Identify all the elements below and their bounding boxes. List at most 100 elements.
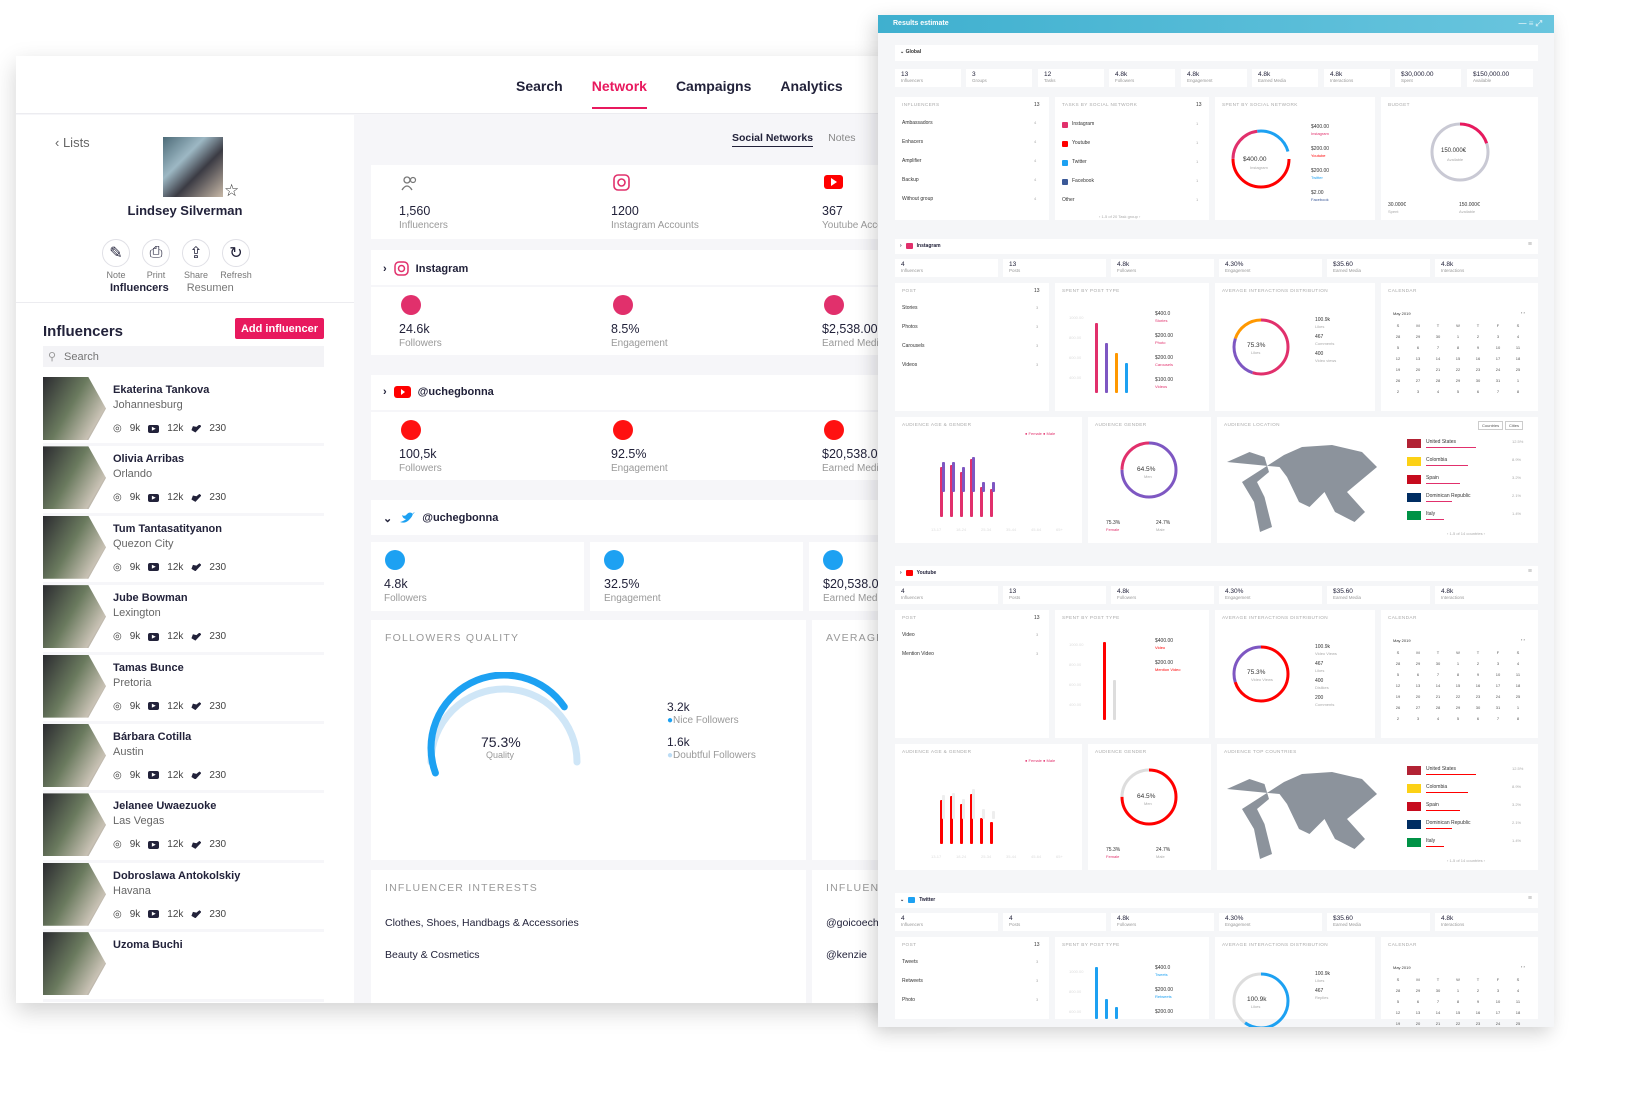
calendar-date[interactable]: 13 <box>1415 356 1421 361</box>
calendar-date[interactable]: 4 <box>1436 389 1440 394</box>
network-item[interactable]: Instagram <box>1072 121 1095 127</box>
calendar-date[interactable]: 27 <box>1415 378 1421 383</box>
tab-cities[interactable]: Cities <box>1505 421 1524 430</box>
tab-notes[interactable]: Notes <box>828 132 856 144</box>
ig-section-header[interactable]: › Instagram ≡ <box>895 239 1538 254</box>
calendar-date[interactable]: 8 <box>1456 345 1460 350</box>
calendar-date[interactable]: 17 <box>1495 683 1501 688</box>
group-item[interactable]: Without group <box>902 196 934 202</box>
calendar-date[interactable]: 26 <box>1395 705 1401 710</box>
calendar-date[interactable]: 17 <box>1495 1010 1501 1015</box>
calendar-date[interactable]: 12 <box>1395 1010 1401 1015</box>
list-item[interactable]: Tum Tantasatityanon Quezon City ◎ 9k ▶ 12k 230 <box>43 515 324 586</box>
calendar-date[interactable]: 6 <box>1476 389 1480 394</box>
calendar-date[interactable]: 27 <box>1415 705 1421 710</box>
list-item[interactable]: Bárbara Cotilla Austin ◎ 9k ▶ 12k 230 <box>43 723 324 794</box>
calendar-date[interactable]: 31 <box>1495 378 1501 383</box>
calendar-date[interactable]: 30 <box>1435 661 1441 666</box>
calendar-date[interactable]: 10 <box>1495 999 1501 1004</box>
calendar-date[interactable]: 3 <box>1496 334 1500 339</box>
list-item[interactable]: Dobroslawa Antokolskiy Havana ◎ 9k ▶ 12k 230 <box>43 862 324 933</box>
calendar-date[interactable]: 30 <box>1435 988 1441 993</box>
calendar-date[interactable]: 26 <box>1395 378 1401 383</box>
calendar-date[interactable]: 29 <box>1415 334 1421 339</box>
calendar-date[interactable]: 6 <box>1416 345 1420 350</box>
calendar-date[interactable]: 19 <box>1395 694 1401 699</box>
list-item[interactable]: Olivia Arribas Orlando ◎ 9k ▶ 12k 230 <box>43 446 324 516</box>
calendar-date[interactable]: 1 <box>1456 661 1460 666</box>
calendar-date[interactable]: 11 <box>1515 345 1521 350</box>
calendar-date[interactable]: 23 <box>1475 1021 1481 1026</box>
note-button[interactable]: ✎ Note <box>100 239 132 280</box>
calendar-date[interactable]: 8 <box>1516 389 1520 394</box>
calendar-date[interactable]: 10 <box>1495 345 1501 350</box>
calendar-date[interactable]: 2 <box>1476 334 1480 339</box>
instagram-header[interactable]: › Instagram <box>371 250 951 285</box>
calendar-nav[interactable]: ‹ › <box>1521 637 1525 642</box>
calendar-date[interactable]: 30 <box>1435 334 1441 339</box>
nav-tab-campaigns[interactable]: Campaigns <box>675 78 752 94</box>
calendar-date[interactable]: 24 <box>1495 367 1501 372</box>
calendar-date[interactable]: 25 <box>1515 1021 1521 1026</box>
calendar-date[interactable]: 1 <box>1456 988 1460 993</box>
calendar-date[interactable]: 5 <box>1396 672 1400 677</box>
calendar-date[interactable]: 20 <box>1415 367 1421 372</box>
calendar-date[interactable]: 4 <box>1516 334 1520 339</box>
list-item[interactable]: Ekaterina Tankova Johannesburg ◎ 9k ▶ 12k 230 <box>43 377 324 447</box>
twitter-header[interactable]: ⌄ @uchegbonna <box>371 500 951 535</box>
post-type[interactable]: Retweets <box>902 978 923 984</box>
calendar-date[interactable]: 1 <box>1516 705 1520 710</box>
calendar-date[interactable]: 3 <box>1416 389 1420 394</box>
calendar-date[interactable]: 29 <box>1455 378 1461 383</box>
calendar-date[interactable]: 2 <box>1396 389 1400 394</box>
calendar-date[interactable]: 9 <box>1476 672 1480 677</box>
tab-resumen[interactable]: Resumen <box>186 282 234 294</box>
list-item[interactable]: Tamas Bunce Pretoria ◎ 9k ▶ 12k 230 <box>43 654 324 724</box>
calendar-date[interactable]: 14 <box>1435 1010 1441 1015</box>
calendar-date[interactable]: 19 <box>1395 1021 1401 1026</box>
calendar-date[interactable]: 4 <box>1516 988 1520 993</box>
calendar-date[interactable]: 12 <box>1395 683 1401 688</box>
calendar-date[interactable]: 14 <box>1435 683 1441 688</box>
tab-influencers[interactable]: Influencers <box>110 282 169 294</box>
calendar-date[interactable]: 12 <box>1395 356 1401 361</box>
calendar-date[interactable]: 15 <box>1455 683 1461 688</box>
calendar-date[interactable]: 18 <box>1515 1010 1521 1015</box>
calendar-date[interactable]: 7 <box>1436 999 1440 1004</box>
calendar-date[interactable]: 4 <box>1436 716 1440 721</box>
calendar-nav[interactable]: ‹ › <box>1521 964 1525 969</box>
calendar-date[interactable]: 4 <box>1516 661 1520 666</box>
calendar-date[interactable]: 20 <box>1415 1021 1421 1026</box>
calendar-date[interactable]: 15 <box>1455 1010 1461 1015</box>
group-item[interactable]: Amplifier <box>902 158 922 164</box>
calendar-date[interactable]: 21 <box>1435 367 1441 372</box>
calendar-date[interactable]: 19 <box>1395 367 1401 372</box>
group-item[interactable]: Enhacers <box>902 139 924 145</box>
calendar-date[interactable]: 22 <box>1455 367 1461 372</box>
calendar-date[interactable]: 5 <box>1396 999 1400 1004</box>
network-item[interactable]: Facebook <box>1072 178 1094 184</box>
post-type[interactable]: Carousels <box>902 343 925 349</box>
list-item[interactable]: Jube Bowman Lexington ◎ 9k ▶ 12k 230 <box>43 585 324 655</box>
share-button[interactable]: ⇪ Share <box>180 239 212 280</box>
calendar-date[interactable]: 29 <box>1415 988 1421 993</box>
calendar-date[interactable]: 25 <box>1515 694 1521 699</box>
calendar-date[interactable]: 31 <box>1495 705 1501 710</box>
global-header[interactable]: ⌄ Global <box>895 45 1538 61</box>
network-item[interactable]: Youtube <box>1072 140 1091 146</box>
calendar-date[interactable]: 20 <box>1415 694 1421 699</box>
post-type[interactable]: Photo <box>902 997 916 1003</box>
post-type[interactable]: Stories <box>902 305 918 311</box>
calendar-date[interactable]: 29 <box>1455 705 1461 710</box>
calendar-date[interactable]: 16 <box>1475 356 1481 361</box>
group-item[interactable]: Backup <box>902 177 919 183</box>
add-influencer-button[interactable]: Add influencer <box>235 318 324 339</box>
calendar-date[interactable]: 22 <box>1455 1021 1461 1026</box>
tab-social-networks[interactable]: Social Networks <box>732 132 814 147</box>
calendar-date[interactable]: 1 <box>1456 334 1460 339</box>
back-to-lists[interactable]: ‹ Lists <box>55 135 90 150</box>
calendar-date[interactable]: 3 <box>1496 988 1500 993</box>
calendar-date[interactable]: 2 <box>1476 661 1480 666</box>
calendar-date[interactable]: 22 <box>1455 694 1461 699</box>
calendar-date[interactable]: 18 <box>1515 683 1521 688</box>
